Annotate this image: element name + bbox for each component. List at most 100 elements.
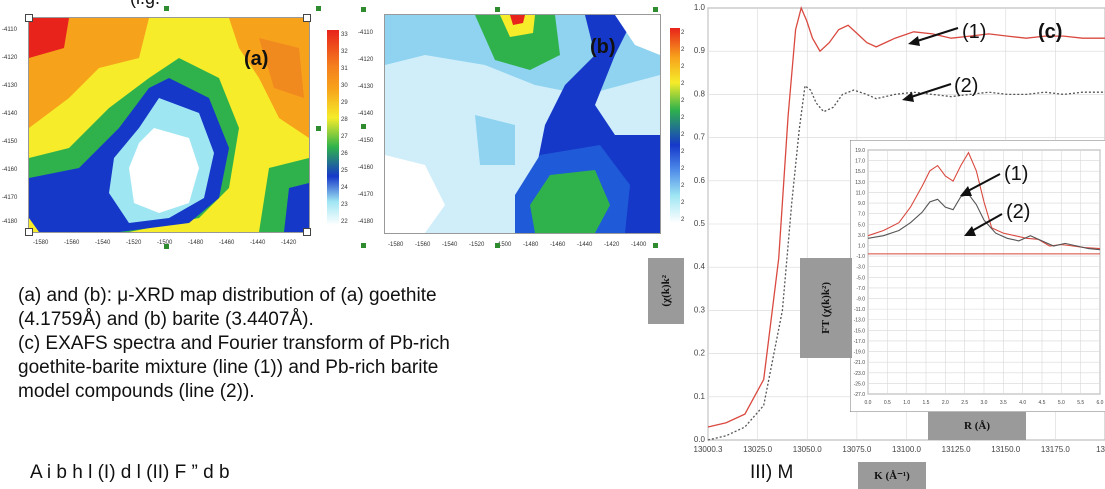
selection-handle[interactable] [361, 7, 366, 12]
exafs-ylabel-box: (χ(k)k² [648, 258, 684, 324]
map-a-cb-tick: 30 [341, 83, 348, 89]
map-b-ytick: -4140 [358, 111, 374, 117]
annotation-arrow [907, 83, 952, 99]
x-tick-label: 4.0 [1019, 400, 1026, 406]
y-tick-label: -23.0 [854, 371, 866, 377]
map-a-ytick: -4180 [2, 219, 18, 225]
annotation-label: (1) [962, 21, 986, 43]
y-tick-label: -5.0 [856, 275, 865, 281]
map-a-ytick: -4170 [2, 195, 18, 201]
x-tick-label: 4.5 [1039, 400, 1046, 406]
x-tick-label: 0.5 [884, 400, 891, 406]
map-b-plot [384, 14, 661, 234]
map-b-cb-tick: 2 [681, 183, 685, 189]
selection-handle[interactable] [495, 243, 500, 248]
map-b-cb-tick: 2 [681, 30, 685, 36]
selection-handle[interactable] [316, 126, 321, 131]
selection-handle[interactable] [653, 7, 658, 12]
map-b-cb-tick: 2 [681, 217, 685, 223]
selection-handle[interactable] [361, 124, 366, 129]
y-tick-label: 0.9 [694, 46, 706, 55]
selection-handle[interactable] [164, 6, 169, 11]
map-b-colorbar [670, 28, 680, 223]
ft-ylabel-box: FT (χ(k)k²) [800, 258, 852, 358]
y-tick-label: 0.8 [694, 89, 706, 98]
map-a-xtick: -1500 [157, 240, 173, 246]
resize-handle[interactable] [25, 228, 33, 236]
map-a-cb-tick: 25 [341, 168, 348, 174]
y-tick-label: -3.0 [856, 265, 865, 271]
map-a-cb-tick: 33 [341, 32, 348, 38]
selection-handle[interactable] [495, 7, 500, 12]
map-a-xtick: -1580 [33, 240, 49, 246]
y-tick-label: -1.0 [856, 254, 865, 260]
resize-handle[interactable] [25, 14, 33, 22]
map-a-cb-tick: 22 [341, 219, 348, 225]
y-tick-label: 0.2 [694, 349, 706, 358]
map-b-cb-tick: 2 [681, 200, 685, 206]
caption-line: goethite-barite mixture (line (1)) and P… [18, 357, 439, 378]
selection-handle[interactable] [653, 243, 658, 248]
map-a-label: (a) [244, 48, 269, 70]
map-b-ytick: -4160 [358, 165, 374, 171]
map-b-ytick: -4120 [358, 57, 374, 63]
map-b-cb-tick: 2 [681, 115, 685, 121]
y-tick-label: -19.0 [854, 350, 866, 356]
inset-annotation-label: (1) [1004, 163, 1028, 185]
chart-title: (c) [1038, 21, 1062, 43]
y-tick-label: -17.0 [854, 339, 866, 345]
map-b-ytick: -4150 [358, 138, 374, 144]
caption-line: (c) EXAFS spectra and Fourier transform … [18, 333, 450, 354]
x-tick-label: 13025.0 [743, 445, 772, 454]
y-tick-label: -9.0 [856, 297, 865, 303]
map-a-colorbar-ticks: 33 32 31 30 29 28 27 26 25 24 23 22 [341, 32, 348, 225]
map-a-xtick: -1520 [126, 240, 142, 246]
y-tick-label: -13.0 [854, 318, 866, 324]
map-b-cb-tick: 2 [681, 47, 685, 53]
map-a-colorbar [327, 30, 339, 225]
selection-handle[interactable] [361, 243, 366, 248]
inset-annotation-arrow [965, 173, 1001, 193]
map-a-cb-tick: 23 [341, 202, 348, 208]
map-b-xtick: -1400 [631, 242, 647, 248]
map-a-ytick: -4140 [2, 111, 18, 117]
y-tick-label: -15.0 [854, 328, 866, 334]
y-tick-label: 15.0 [855, 169, 865, 175]
y-tick-label: 1.0 [694, 3, 706, 12]
y-tick-label: -11.0 [854, 307, 865, 313]
annotation-arrowhead [908, 36, 920, 46]
x-tick-label: 13125.0 [942, 445, 971, 454]
ft-ylabel: FT (χ(k)k²) [820, 282, 832, 334]
selection-handle[interactable] [164, 244, 169, 249]
ft-xlabel: R (Å) [964, 420, 990, 432]
y-tick-label: 11.0 [856, 190, 866, 196]
ft-inset-chart: 0.0 0.5 1.0 1.5 2.0 2.5 3.0 3.5 4.0 4.5 5.0 5.5 6.0 1… [850, 140, 1105, 412]
map-a-xtick: -1480 [188, 240, 204, 246]
inset-annotation-arrow [969, 213, 1003, 233]
resize-handle[interactable] [303, 228, 311, 236]
selection-handle[interactable] [316, 6, 321, 11]
map-b-ytick: -4130 [358, 84, 374, 90]
y-tick-label: 1.0 [858, 243, 865, 249]
map-a-plot [28, 17, 310, 233]
x-tick-label: 13000.3 [694, 445, 723, 454]
y-tick-label: 7.0 [858, 212, 865, 218]
map-a-xtick: -1560 [64, 240, 80, 246]
inset-annotation-arrowhead [964, 226, 976, 236]
x-tick-label: 3.0 [981, 400, 988, 406]
map-a-ytick: -4120 [2, 55, 18, 61]
ft-xlabel-box: R (Å) [928, 412, 1026, 440]
y-tick-label: 13.0 [855, 180, 865, 186]
map-a-figure: (a) -4110 -4120 -4130 -4140 -4150 -4160 … [0, 0, 348, 258]
series-line-1 [707, 6, 1105, 428]
header-fragment: (i.g. [130, 0, 160, 9]
map-a-cb-tick: 24 [341, 185, 348, 191]
x-tick-label: 5.0 [1058, 400, 1065, 406]
resize-handle[interactable] [303, 14, 311, 22]
map-b-xtick: -1580 [388, 242, 404, 248]
caption-line: (4.1759Å) and (b) barite (3.4407Å). [18, 309, 314, 330]
map-b-cb-tick: 2 [681, 132, 685, 138]
x-tick-label: 1.5 [923, 400, 930, 406]
map-a-cb-tick: 29 [341, 100, 348, 106]
x-tick-label: 13050.0 [793, 445, 822, 454]
